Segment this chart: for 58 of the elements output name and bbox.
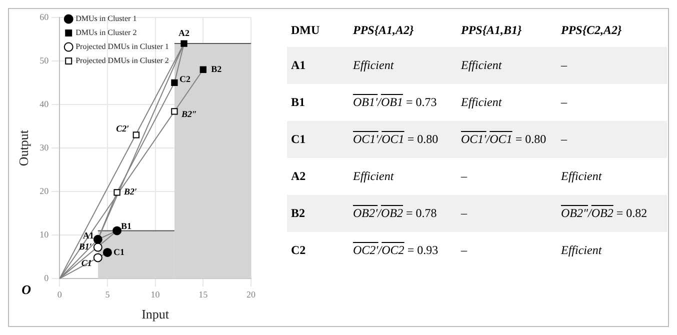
text: PPS{A1,B1} [461, 22, 522, 38]
annotation: A2 [178, 28, 190, 38]
annotation: C1 [81, 258, 92, 268]
text: Efficient [561, 169, 602, 184]
y-tick-label: 0 [44, 272, 50, 283]
y-tick-label: 10 [40, 229, 50, 240]
text: C1 [291, 132, 306, 147]
legend-label: DMUs in Cluster 1 [76, 14, 137, 24]
annotation: B2 [211, 64, 222, 74]
text: – [461, 206, 467, 221]
text: – [561, 95, 567, 110]
text: – [561, 132, 567, 147]
text: – [561, 58, 567, 73]
text: A1 [291, 58, 306, 73]
annotation: B2″ [180, 108, 197, 119]
x-tick-label: 0 [57, 289, 62, 300]
x-tick-label: 15 [198, 289, 208, 300]
text: OB2″/OB2 = 0.82 [561, 206, 648, 221]
annotation: C2 [179, 74, 191, 84]
text: – [461, 169, 467, 184]
text: OB1′/OB1 = 0.73 [353, 95, 437, 110]
text: – [461, 243, 467, 258]
x-axis-title: Input [142, 306, 170, 322]
y-tick-label: 50 [40, 55, 50, 66]
annotation: B1 [121, 221, 132, 232]
annotation: O [22, 282, 32, 297]
y-tick-label: 40 [40, 98, 50, 109]
x-tick-label: 20 [246, 289, 256, 300]
x-tick-label: 5 [105, 289, 110, 300]
y-axis-title: Output [16, 130, 32, 166]
text: OC1′/OC1 = 0.80 [461, 132, 546, 147]
text: Efficient [461, 58, 502, 73]
text: Efficient [353, 169, 394, 184]
annotation: C2′ [116, 123, 130, 134]
text: PPS{A1,A2} [353, 22, 414, 38]
annotation: B1′ [78, 242, 92, 252]
text: DMU [291, 22, 320, 38]
legend-label: Projected DMUs in Cluster 1 [76, 42, 169, 52]
legend-label: Projected DMUs in Cluster 2 [76, 56, 169, 66]
text: OB2′/OB2 = 0.78 [353, 206, 437, 221]
text: A2 [291, 169, 306, 184]
text: B1 [291, 95, 306, 110]
annotation: C1 [113, 246, 125, 257]
text: Efficient [561, 243, 602, 258]
text: OC2′/OC2 = 0.93 [353, 243, 438, 258]
y-tick-label: 30 [40, 142, 50, 152]
y-tick-label: 60 [40, 12, 50, 22]
text: OC1′/OC1 = 0.80 [353, 132, 438, 147]
text: Efficient [461, 95, 502, 110]
text: PPS{C2,A2} [561, 22, 622, 38]
x-tick-label: 10 [150, 289, 160, 300]
annotation: A1 [82, 230, 94, 241]
y-tick-label: 20 [40, 186, 50, 196]
text: Efficient [353, 58, 394, 73]
legend-label: DMUs in Cluster 2 [76, 28, 137, 38]
text: B2 [291, 206, 306, 221]
text: C2 [291, 243, 306, 258]
annotation: B2′ [123, 186, 138, 197]
